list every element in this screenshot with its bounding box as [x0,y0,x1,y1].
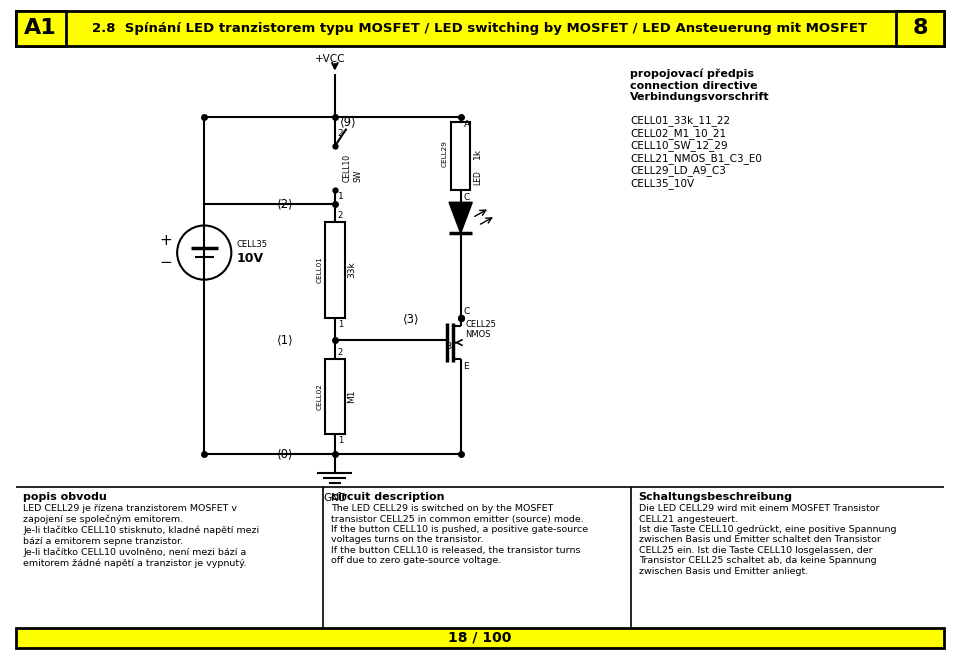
Text: 2.8  Spínání LED tranzistorem typu MOSFET / LED switching by MOSFET / LED Ansteu: 2.8 Spínání LED tranzistorem typu MOSFET… [92,22,868,35]
Text: 18 / 100: 18 / 100 [448,631,512,645]
Bar [325,359,345,434]
Text: propojovací předpis
connection directive
Verbindungsvorschrift: propojovací předpis connection directive… [630,69,770,102]
Text: ⟨2⟩: ⟨2⟩ [276,198,294,211]
Text: CELL10
SW: CELL10 SW [343,154,362,182]
Text: CELL25: CELL25 [466,320,496,330]
Text: CELL02_M1_10_21: CELL02_M1_10_21 [630,128,726,138]
Text: M1: M1 [348,390,356,403]
Text: popis obvodu: popis obvodu [23,492,108,501]
Text: CELL29: CELL29 [442,140,448,167]
Text: C: C [464,192,469,202]
Text: ⟨1⟩: ⟨1⟩ [276,333,294,346]
Text: ⟨3⟩: ⟨3⟩ [402,312,420,325]
Text: CELL21_NMOS_B1_C3_E0: CELL21_NMOS_B1_C3_E0 [630,153,762,164]
Text: 1: 1 [338,436,343,445]
Bar [325,221,345,318]
Text: 2: 2 [338,129,344,138]
Text: CELL35_10V: CELL35_10V [630,178,694,189]
Text: GND: GND [323,492,347,503]
Text: CELL02: CELL02 [316,384,323,410]
Text: Schaltungsbeschreibung: Schaltungsbeschreibung [638,492,793,501]
Text: 2: 2 [338,211,343,219]
Text: E: E [464,362,469,371]
Text: CELL29_LD_A9_C3: CELL29_LD_A9_C3 [630,165,726,177]
Text: 33k: 33k [348,262,356,278]
Polygon shape [449,202,472,233]
Bar [896,11,945,45]
Text: Die LED CELL29 wird mit einem MOSFET Transistor
CELL21 angesteuert.
Ist die Tast: Die LED CELL29 wird mit einem MOSFET Tra… [638,504,897,575]
Bar [451,122,470,190]
Text: 1: 1 [338,320,343,330]
Text: B: B [445,341,451,351]
Text: 10V: 10V [236,252,263,265]
Text: A: A [464,120,469,129]
Text: C: C [464,308,469,316]
Text: 2: 2 [338,348,343,357]
Bar [15,628,945,648]
Text: CELL01: CELL01 [316,256,323,283]
Text: NMOS: NMOS [466,330,491,339]
Text: 1k: 1k [473,148,482,159]
Text: −: − [159,255,172,270]
Text: +: + [159,233,172,248]
Text: CELL01_33k_11_22: CELL01_33k_11_22 [630,115,731,126]
Bar [15,11,945,45]
Text: circuit description: circuit description [331,492,444,501]
Text: LED: LED [473,170,482,185]
Text: LED CELL29 je řízena tranzistorem MOSFET v
zapojení se společným emitorem.
Je-li: LED CELL29 je řízena tranzistorem MOSFET… [23,504,259,567]
Text: ⟨0⟩: ⟨0⟩ [276,447,294,461]
Text: A1: A1 [24,18,57,38]
Text: 8: 8 [913,18,928,38]
Text: +VCC: +VCC [315,54,346,64]
Text: CELL35: CELL35 [236,241,267,249]
Text: ⟨9⟩: ⟨9⟩ [340,115,356,129]
Text: CELL10_SW_12_29: CELL10_SW_12_29 [630,140,728,152]
Text: 1: 1 [338,192,344,200]
Bar [15,11,66,45]
Text: The LED CELL29 is switched on by the MOSFET
transistor CELL25 in common emitter : The LED CELL29 is switched on by the MOS… [331,504,588,565]
